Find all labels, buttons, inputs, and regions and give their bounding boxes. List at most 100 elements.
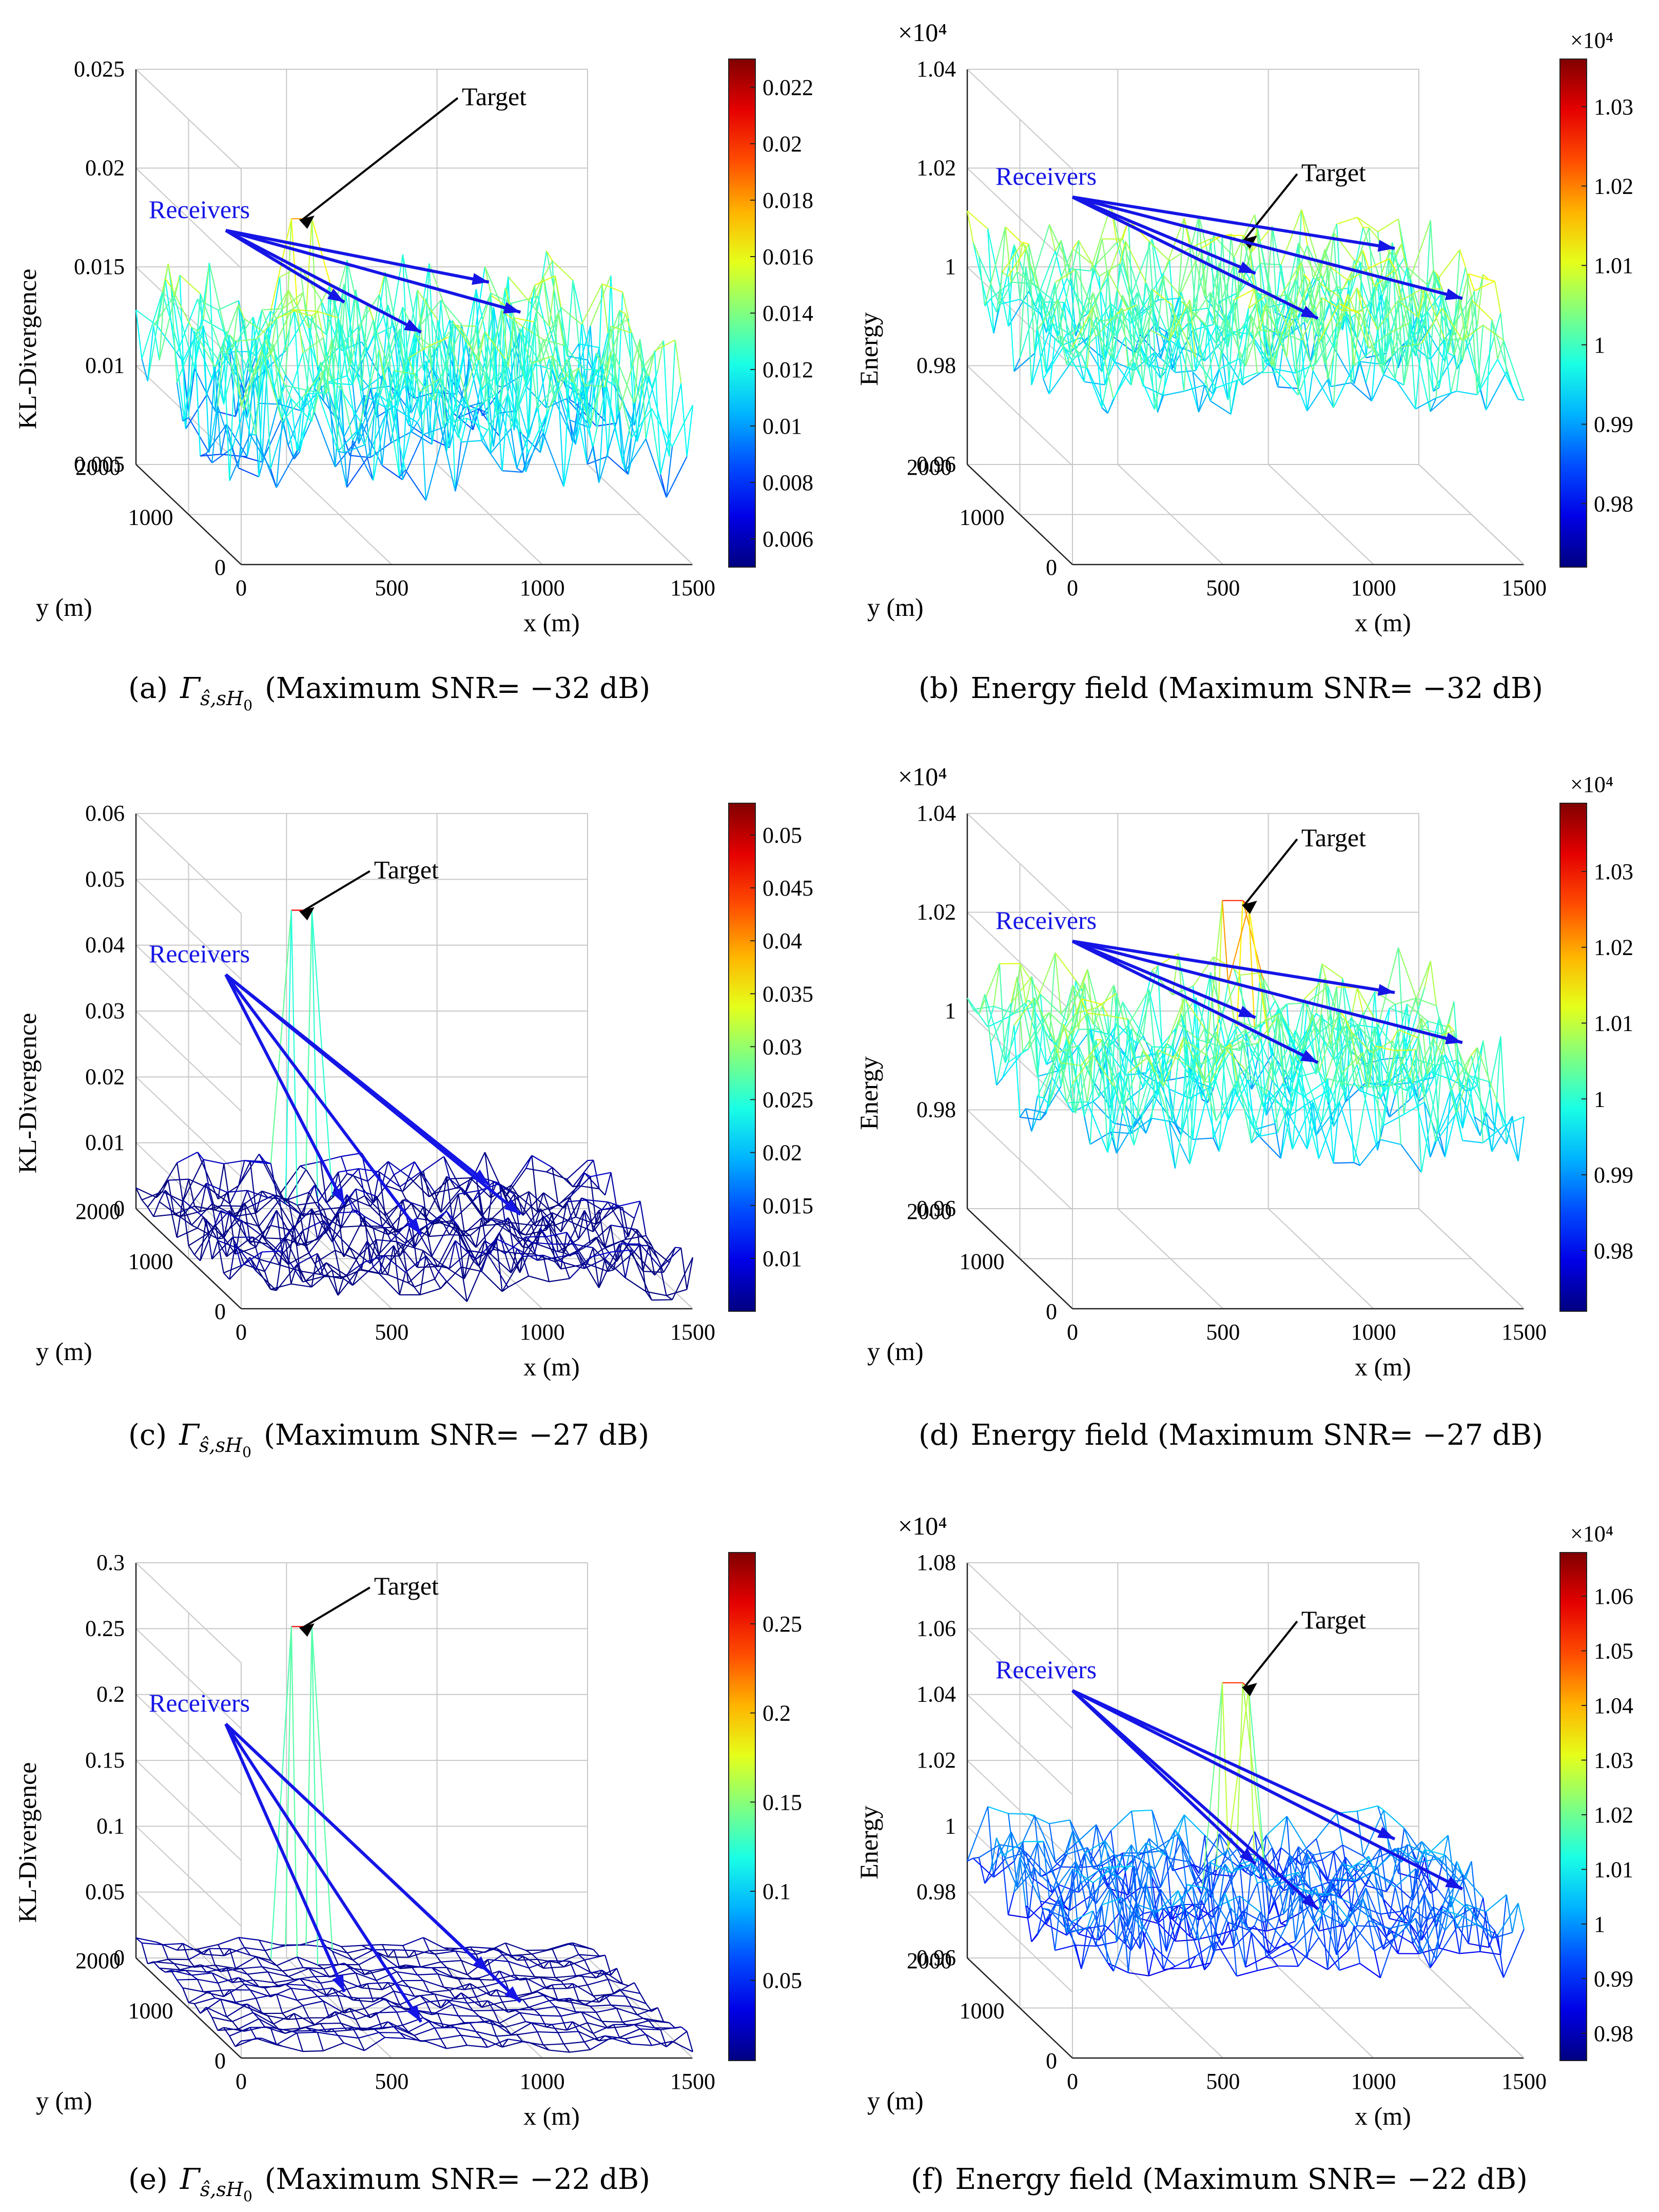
mesh-segment (1089, 1825, 1097, 1864)
z-tick-label: 1.04 (916, 801, 956, 826)
mesh-segment (1398, 1847, 1419, 1863)
mesh-segment (209, 1188, 230, 1205)
mesh-segment (434, 1953, 442, 1963)
mesh-segment (563, 345, 571, 420)
mesh-segment (414, 1995, 421, 1997)
colorbar-tick-label: 1 (1594, 333, 1605, 358)
mesh-segment (203, 263, 210, 320)
mesh-segment (408, 1950, 430, 1958)
mesh-segment (232, 2021, 239, 2030)
mesh-segment (475, 2031, 497, 2037)
mesh-segment (1069, 1044, 1076, 1114)
mesh-segment (996, 1078, 1003, 1086)
mesh-segment (1011, 281, 1032, 284)
mesh-segment (279, 1199, 301, 1215)
mesh-segment (159, 275, 181, 361)
mesh-segment (1265, 303, 1273, 366)
mesh-segment (525, 250, 548, 384)
mesh-segment (590, 353, 597, 428)
mesh-segment (226, 1967, 248, 1975)
mesh-segment (996, 977, 1018, 1085)
mesh-segment (552, 260, 574, 281)
mesh-segment (214, 1965, 236, 1969)
mesh-segment (276, 309, 298, 319)
mesh-segment (631, 1228, 637, 1231)
mesh-segment (1318, 303, 1340, 343)
mesh-segment (296, 391, 318, 451)
mesh-segment (498, 359, 506, 403)
mesh-segment (1051, 299, 1059, 324)
mesh-segment (259, 1939, 280, 1946)
mesh-segment (534, 1976, 541, 1978)
mesh-segment (256, 309, 263, 357)
mesh-segment (511, 1155, 533, 1186)
mesh-segment (296, 1230, 304, 1246)
mesh-segment (1040, 994, 1062, 1015)
mesh-segment (1092, 1096, 1100, 1102)
mesh-segment (414, 1161, 421, 1173)
mesh-segment (1400, 288, 1422, 301)
surface-mesh (135, 218, 694, 501)
mesh-segment (1183, 218, 1191, 248)
mesh-segment (223, 1163, 230, 1204)
mesh-segment (297, 1956, 304, 1968)
mesh-segment (446, 1967, 453, 1977)
mesh-segment (581, 1969, 602, 1976)
mesh-segment (1342, 280, 1349, 290)
mesh-segment (282, 2005, 303, 2014)
mesh-segment (446, 2045, 467, 2049)
mesh-segment (587, 456, 608, 465)
mesh-segment (496, 1221, 503, 1224)
mesh-segment (1286, 1109, 1308, 1150)
mesh-segment (1148, 241, 1170, 262)
mesh-segment (1137, 1035, 1144, 1045)
mesh-segment (244, 1984, 251, 1991)
z-tick-label: 0.3 (96, 1550, 125, 1575)
mesh-segment (363, 379, 386, 445)
mesh-segment (1072, 985, 1094, 1024)
mesh-segment (1242, 1040, 1264, 1108)
mesh-segment (226, 423, 248, 457)
mesh-segment (1087, 969, 1094, 1024)
mesh-segment (179, 275, 187, 429)
mesh-segment (262, 308, 283, 311)
mesh-segment (182, 1987, 189, 2003)
mesh-segment (1157, 275, 1164, 331)
mesh-segment (302, 370, 324, 398)
receiver-arrow (225, 229, 422, 334)
mesh-segment (431, 387, 439, 444)
mesh-segment (470, 1946, 491, 1949)
mesh-segment (294, 2013, 301, 2029)
mesh-segment (1424, 961, 1431, 988)
mesh-segment (159, 278, 166, 361)
mesh-segment (1441, 307, 1463, 341)
mesh-segment (282, 2045, 303, 2052)
mesh-segment (217, 2027, 224, 2031)
x-tick-label: 500 (375, 1320, 408, 1345)
mesh-segment (1096, 239, 1103, 265)
mesh-segment (361, 1945, 368, 1949)
mesh-segment (232, 304, 239, 348)
mesh-segment (1224, 1029, 1246, 1049)
mesh-segment (393, 326, 401, 396)
mesh-segment (264, 1983, 286, 1989)
mesh-segment (1407, 266, 1428, 286)
mesh-segment (252, 2012, 260, 2020)
mesh-segment (657, 2007, 665, 2022)
mesh-segment (414, 2027, 435, 2036)
mesh-segment (475, 393, 497, 409)
colorbar-tick-label: 0.025 (763, 1088, 813, 1113)
mesh-segment (1072, 1830, 1094, 1869)
mesh-segment (314, 2011, 336, 2026)
mesh-segment (246, 378, 254, 457)
mesh-segment (587, 1199, 594, 1232)
mesh-segment (1134, 1856, 1141, 1888)
colorbar-tick-label: 0.045 (763, 876, 813, 901)
colorbar-tick-label: 0.99 (1594, 412, 1633, 437)
mesh-segment (249, 1257, 271, 1290)
mesh-segment (323, 2001, 330, 2018)
mesh-segment (1316, 1813, 1337, 1839)
mesh-segment (1216, 380, 1237, 389)
mesh-segment (364, 1216, 371, 1264)
mesh-segment (1148, 241, 1156, 324)
